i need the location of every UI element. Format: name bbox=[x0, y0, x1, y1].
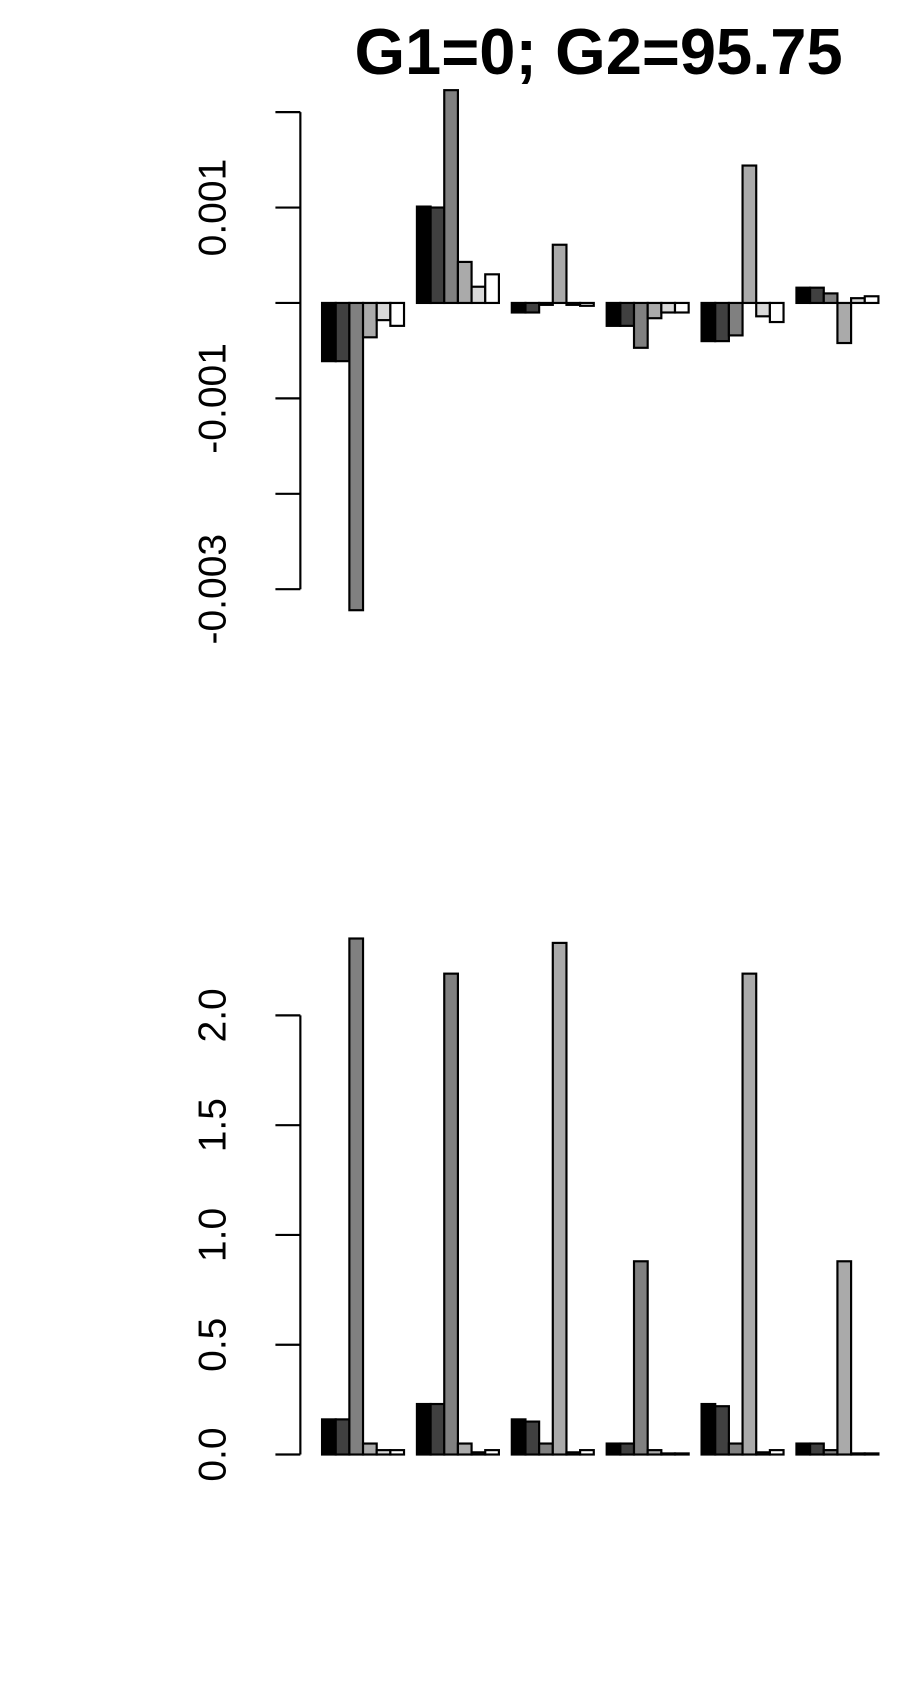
bar bbox=[361, 301, 378, 339]
bar bbox=[646, 301, 663, 320]
bar bbox=[863, 1452, 880, 1456]
bar bbox=[456, 1442, 473, 1456]
bar bbox=[361, 1442, 378, 1456]
bar bbox=[538, 1442, 554, 1456]
bar bbox=[605, 1442, 622, 1456]
bar bbox=[755, 1451, 771, 1456]
bar bbox=[470, 1451, 487, 1456]
y-tick-label: -0.001 bbox=[192, 343, 235, 454]
bar bbox=[348, 301, 365, 612]
bar bbox=[795, 1442, 812, 1456]
bar bbox=[863, 295, 880, 305]
bar bbox=[334, 1418, 351, 1456]
bar bbox=[415, 1402, 432, 1456]
bar bbox=[579, 1449, 595, 1456]
bar bbox=[443, 972, 460, 1456]
y-tick-label: -0.003 bbox=[192, 534, 235, 645]
bar bbox=[836, 1260, 853, 1456]
bar bbox=[484, 273, 500, 305]
chart-title: G1=0; G2=95.75 bbox=[354, 15, 842, 88]
y-tick-label: 0.5 bbox=[192, 1318, 235, 1372]
bar bbox=[660, 301, 677, 314]
bar bbox=[375, 301, 392, 322]
bar bbox=[619, 301, 636, 327]
y-tick-label: 1.5 bbox=[192, 1098, 235, 1152]
bar bbox=[510, 301, 527, 314]
bar bbox=[632, 1260, 649, 1456]
bar bbox=[551, 243, 568, 305]
bar bbox=[727, 1442, 744, 1456]
bar bbox=[755, 301, 771, 318]
bar bbox=[375, 1449, 392, 1456]
bar bbox=[850, 1452, 866, 1456]
bar bbox=[646, 1449, 663, 1456]
bar bbox=[741, 164, 758, 305]
bar bbox=[348, 937, 365, 1456]
bar bbox=[673, 1452, 690, 1456]
bar bbox=[565, 1451, 582, 1456]
bar bbox=[850, 297, 866, 305]
bar bbox=[714, 301, 730, 343]
y-tick-label: 0.0 bbox=[192, 1427, 235, 1481]
y-tick-label: 1.0 bbox=[192, 1208, 235, 1262]
bar bbox=[484, 1449, 500, 1456]
bar bbox=[714, 1405, 730, 1456]
bar bbox=[334, 301, 351, 363]
bar bbox=[700, 301, 717, 343]
bar bbox=[619, 1442, 636, 1456]
bar bbox=[389, 1449, 406, 1456]
bar bbox=[551, 941, 568, 1456]
bar bbox=[605, 301, 622, 327]
bar bbox=[429, 206, 446, 305]
bar bbox=[524, 1420, 541, 1456]
bar bbox=[660, 1452, 677, 1456]
bar bbox=[795, 286, 812, 305]
bar bbox=[429, 1402, 446, 1456]
bar bbox=[456, 260, 473, 305]
bar bbox=[510, 1418, 527, 1456]
bar bbox=[836, 301, 853, 345]
bar bbox=[389, 301, 406, 327]
bar bbox=[538, 301, 554, 306]
bar bbox=[443, 89, 460, 305]
bar bbox=[673, 301, 690, 314]
y-tick-label: 0.001 bbox=[192, 159, 235, 257]
bar bbox=[524, 301, 541, 314]
bar bbox=[741, 972, 758, 1456]
bar bbox=[700, 1402, 717, 1456]
bar bbox=[727, 301, 744, 337]
bar bbox=[565, 301, 582, 306]
bar bbox=[415, 205, 432, 305]
bar bbox=[470, 285, 487, 305]
bar bbox=[768, 301, 785, 324]
bar bbox=[320, 1418, 337, 1456]
y-tick-label: 2.0 bbox=[192, 988, 235, 1042]
bar bbox=[579, 301, 595, 307]
bar bbox=[809, 286, 825, 305]
bar bbox=[320, 301, 337, 363]
bar bbox=[809, 1442, 825, 1456]
bar bbox=[822, 292, 839, 305]
bar bbox=[632, 301, 649, 349]
bar bbox=[822, 1449, 839, 1456]
bar bbox=[768, 1449, 785, 1456]
